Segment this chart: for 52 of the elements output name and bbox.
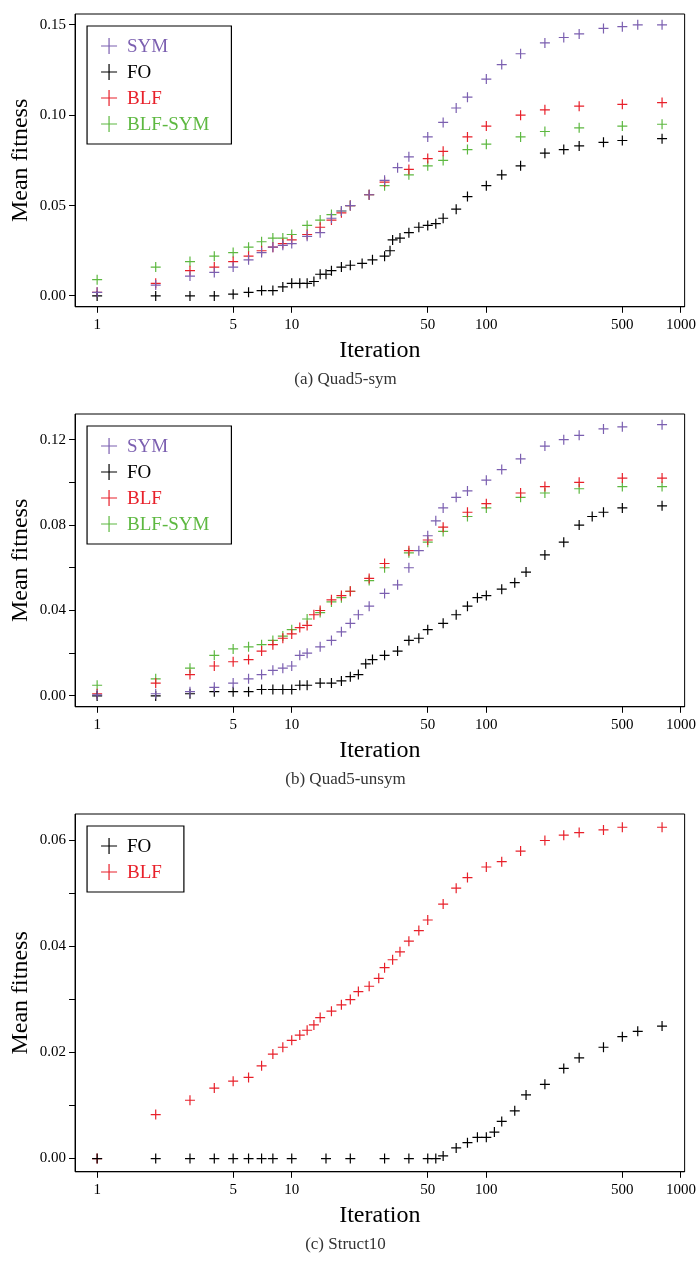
x-tick-label: 50 bbox=[420, 315, 436, 332]
y-tick-label: 0.00 bbox=[39, 1149, 67, 1166]
y-tick-label: 0.04 bbox=[39, 937, 67, 954]
legend-label: BLF-SYM bbox=[127, 512, 210, 534]
y-axis-title: Mean fitness bbox=[5, 931, 32, 1055]
x-tick-label: 1000 bbox=[665, 715, 696, 732]
x-tick-label: 500 bbox=[611, 715, 634, 732]
x-tick-label: 1000 bbox=[665, 1180, 696, 1197]
y-tick-label: 0.08 bbox=[39, 515, 67, 532]
x-axis-title: Iteration bbox=[339, 1201, 421, 1228]
legend-label: BLF bbox=[127, 860, 162, 882]
x-tick-label: 50 bbox=[420, 715, 436, 732]
y-tick-label: 0.00 bbox=[39, 686, 67, 703]
y-axis-title: Mean fitness bbox=[5, 498, 32, 623]
y-tick-label: 0.04 bbox=[39, 601, 67, 618]
text: (b) Quad5-unsym bbox=[285, 769, 406, 789]
x-tick-label: 5 bbox=[229, 315, 237, 332]
legend-label: BLF bbox=[127, 486, 162, 508]
y-tick-label: 0.12 bbox=[39, 430, 67, 447]
y-axis-title: Mean fitness bbox=[5, 98, 32, 223]
x-tick-label: 10 bbox=[284, 715, 300, 732]
legend-label: BLF-SYM bbox=[127, 112, 210, 134]
text: (c) Struct10 bbox=[305, 1234, 386, 1254]
x-tick-label: 1000 bbox=[665, 315, 696, 332]
y-tick-label: 0.00 bbox=[39, 286, 67, 303]
legend-label: FO bbox=[127, 460, 152, 482]
x-tick-label: 500 bbox=[611, 1180, 634, 1197]
legend-label: SYM bbox=[127, 34, 169, 56]
text: (a) Quad5-sym bbox=[294, 369, 397, 389]
x-tick-label: 1 bbox=[93, 315, 101, 332]
legend-label: SYM bbox=[127, 434, 169, 456]
x-tick-label: 10 bbox=[284, 1180, 300, 1197]
x-tick-label: 100 bbox=[475, 715, 498, 732]
x-tick-label: 1 bbox=[93, 715, 101, 732]
y-tick-label: 0.02 bbox=[39, 1043, 67, 1060]
x-tick-label: 5 bbox=[229, 1180, 237, 1197]
legend-label: BLF bbox=[127, 86, 162, 108]
y-tick-label: 0.10 bbox=[39, 106, 67, 123]
x-tick-label: 10 bbox=[284, 315, 300, 332]
legend-label: FO bbox=[127, 834, 152, 856]
legend-label: FO bbox=[127, 60, 152, 82]
x-tick-label: 5 bbox=[229, 715, 237, 732]
x-tick-label: 100 bbox=[475, 315, 498, 332]
x-tick-label: 500 bbox=[611, 315, 634, 332]
x-tick-label: 1 bbox=[93, 1180, 101, 1197]
y-tick-label: 0.05 bbox=[39, 196, 67, 213]
x-axis-title: Iteration bbox=[339, 736, 421, 763]
x-tick-label: 50 bbox=[420, 1180, 436, 1197]
x-tick-label: 100 bbox=[475, 1180, 498, 1197]
y-tick-label: 0.06 bbox=[39, 831, 67, 848]
y-tick-label: 0.15 bbox=[39, 15, 67, 32]
x-axis-title: Iteration bbox=[339, 336, 421, 363]
